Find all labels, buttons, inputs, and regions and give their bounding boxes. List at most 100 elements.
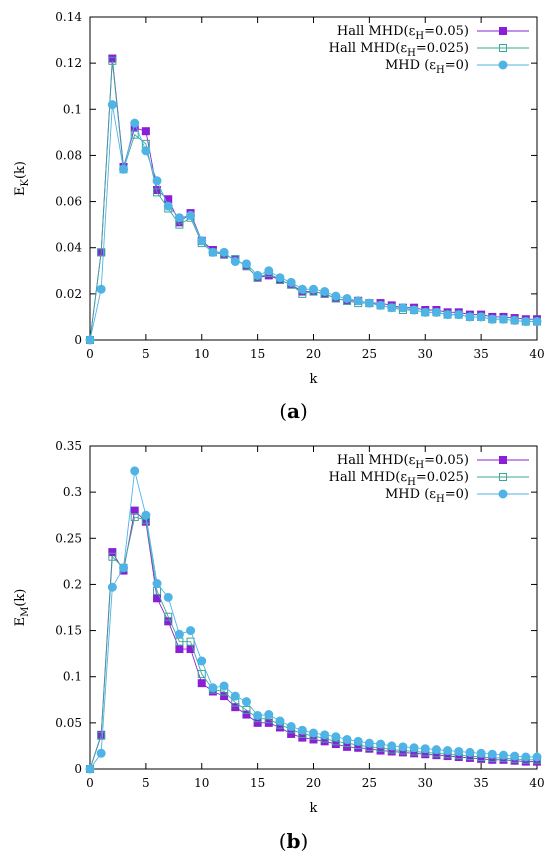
data-point	[297, 725, 307, 735]
y-axis-label: EM(k)	[13, 589, 31, 627]
data-point	[454, 746, 464, 756]
data-point	[130, 513, 139, 522]
y-tick-label: 0.2	[63, 577, 82, 591]
data-point	[97, 731, 106, 740]
legend-marker	[499, 456, 507, 464]
data-point	[431, 745, 441, 755]
data-point	[398, 303, 408, 313]
data-point	[108, 56, 117, 65]
y-tick-label: 0.1	[63, 102, 82, 116]
data-point	[331, 732, 341, 742]
data-point	[286, 722, 296, 732]
data-point	[119, 164, 129, 174]
data-point	[532, 317, 542, 327]
data-point	[141, 127, 150, 136]
data-point	[108, 548, 117, 557]
data-point	[186, 637, 195, 646]
x-tick-label: 40	[529, 347, 544, 361]
data-point	[130, 118, 140, 128]
data-point	[164, 612, 173, 621]
data-point	[119, 563, 129, 573]
data-point	[153, 188, 162, 197]
data-point	[331, 291, 341, 301]
legend-marker	[499, 44, 507, 52]
data-point	[376, 300, 386, 310]
data-point	[342, 734, 352, 744]
data-point	[186, 626, 196, 636]
series-2	[85, 100, 542, 345]
legend-marker	[498, 60, 508, 70]
y-tick-label: 0.04	[55, 241, 82, 255]
data-point	[253, 270, 263, 280]
y-axis-label: EK(k)	[13, 161, 31, 196]
data-point	[197, 656, 207, 666]
data-point	[242, 710, 251, 719]
legend-entry-label: Hall MHD(εH=0.05)	[337, 24, 469, 42]
series-0	[86, 54, 541, 344]
data-point	[241, 259, 251, 269]
data-point	[320, 730, 330, 740]
data-point	[320, 287, 330, 297]
x-tick-label: 25	[362, 347, 377, 361]
data-point	[309, 284, 318, 294]
data-point	[220, 692, 229, 701]
data-point	[197, 236, 207, 246]
data-point	[107, 100, 117, 110]
data-point	[510, 751, 520, 761]
data-point	[476, 312, 486, 322]
data-point	[186, 210, 196, 220]
legend-marker	[498, 489, 508, 499]
series-line	[89, 470, 537, 770]
data-point	[175, 645, 184, 654]
data-point	[342, 293, 352, 303]
data-point	[476, 748, 486, 758]
data-point	[242, 705, 251, 714]
data-point	[398, 742, 408, 752]
data-point	[510, 315, 520, 325]
series-line	[89, 104, 537, 341]
data-point	[364, 298, 374, 308]
x-tick-label: 15	[250, 347, 265, 361]
y-tick-label: 0.02	[55, 287, 82, 301]
data-point	[431, 307, 441, 317]
data-point	[443, 746, 453, 756]
data-point	[174, 213, 184, 223]
y-tick-label: 0	[74, 333, 82, 347]
data-point	[309, 728, 318, 738]
plot-frame	[89, 445, 538, 770]
legend-entry-label: Hall MHD(εH=0.05)	[337, 453, 469, 471]
data-point	[264, 266, 274, 276]
data-point	[163, 201, 173, 211]
x-tick-label: 35	[473, 347, 488, 361]
data-point	[275, 716, 285, 726]
x-tick-label: 10	[194, 347, 209, 361]
y-tick-label: 0	[74, 762, 82, 776]
x-tick-label: 20	[306, 347, 321, 361]
data-point	[163, 592, 173, 602]
data-point	[130, 506, 139, 515]
legend-entry-label: MHD (εH=0)	[385, 487, 469, 505]
y-tick-label: 0.25	[55, 531, 82, 545]
panel-caption: (a)	[279, 399, 308, 423]
data-point	[376, 739, 386, 749]
series-line	[89, 58, 537, 341]
data-point	[230, 257, 240, 267]
x-tick-label: 15	[250, 776, 265, 790]
data-point	[108, 552, 117, 561]
y-tick-label: 0.15	[55, 624, 82, 638]
y-tick-label: 0.35	[55, 439, 82, 453]
y-tick-label: 0.08	[55, 148, 82, 162]
x-tick-label: 30	[418, 776, 433, 790]
data-point	[521, 317, 531, 327]
data-point	[409, 743, 419, 753]
data-point	[219, 247, 229, 257]
data-point	[85, 335, 95, 345]
x-tick-label: 10	[194, 776, 209, 790]
data-point	[287, 729, 296, 738]
x-tick-label: 20	[306, 776, 321, 790]
data-point	[97, 248, 106, 257]
panel-caption: (b)	[279, 829, 309, 853]
data-point	[174, 629, 184, 639]
data-point	[353, 296, 363, 306]
